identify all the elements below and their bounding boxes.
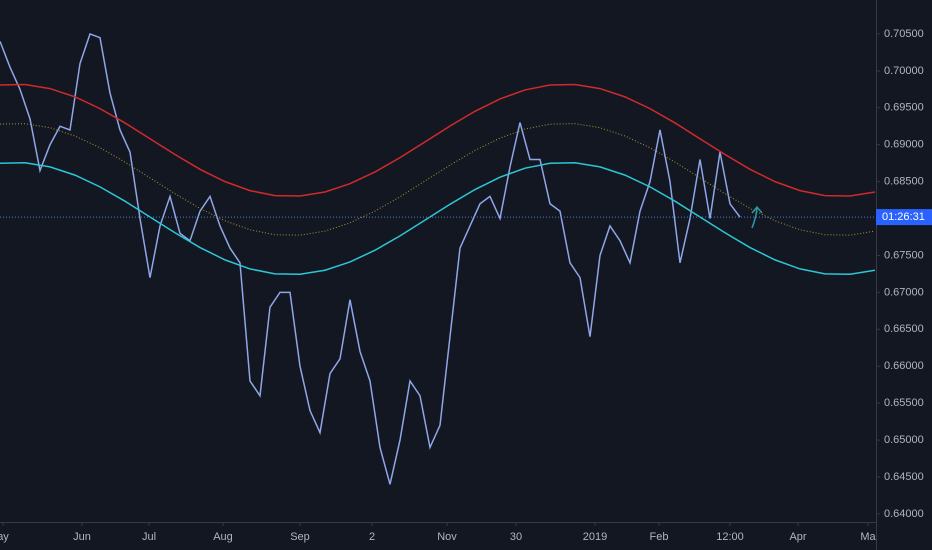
y-tick-label: 0.66000 [884, 360, 924, 372]
x-tick-label: Aug [213, 531, 233, 543]
series-line [0, 162, 876, 276]
y-tick-label: 0.65000 [884, 434, 924, 446]
x-tick-label: 2019 [583, 531, 607, 543]
x-tick-label: Jun [73, 531, 91, 543]
series-line [0, 83, 876, 197]
y-tick-label: 0.69500 [884, 102, 924, 114]
y-tick-label: 0.65500 [884, 397, 924, 409]
x-tick-label: 30 [510, 531, 522, 543]
x-tick-label: 12:00 [716, 531, 744, 543]
y-tick-label: 0.68500 [884, 176, 924, 188]
y-tick-label: 0.64500 [884, 471, 924, 483]
current-price-box [876, 209, 932, 226]
x-tick-label: Apr [789, 531, 806, 543]
x-tick-label: Nov [437, 531, 457, 543]
y-tick-label: 0.70500 [884, 28, 924, 40]
y-tick-label: 0.64000 [884, 508, 924, 520]
x-tick-label: Feb [650, 531, 669, 543]
series-line [0, 32, 741, 485]
y-tick-label: 0.69000 [884, 139, 924, 151]
y-tick-label: 0.70000 [884, 65, 924, 77]
current-price-label: 01:26:31 [882, 211, 925, 223]
y-tick-label: 0.66500 [884, 323, 924, 335]
y-tick-label: 0.67500 [884, 249, 924, 261]
y-tick-label: 0.67000 [884, 286, 924, 298]
x-tick-label: Sep [290, 531, 310, 543]
arrow-annotation [751, 205, 763, 229]
x-tick-label: Ma [860, 531, 876, 543]
x-tick-label: 2 [369, 531, 375, 543]
x-tick-label: Jul [142, 531, 156, 543]
x-tick-label: ay [0, 531, 9, 543]
